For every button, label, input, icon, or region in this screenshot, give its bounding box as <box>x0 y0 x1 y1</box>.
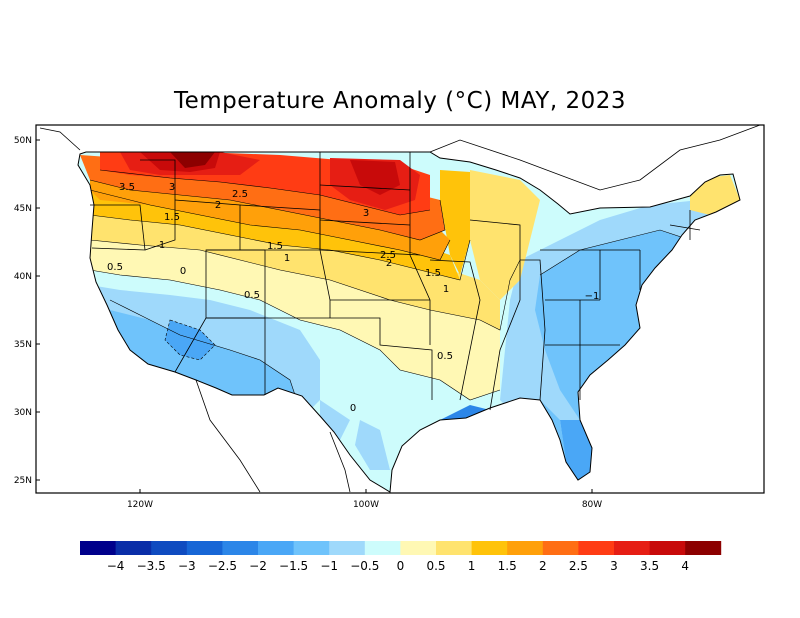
legend-tick-label: −1 <box>320 559 338 573</box>
legend-swatch <box>258 541 294 555</box>
legend-swatch <box>115 541 152 555</box>
legend-swatch <box>364 541 401 555</box>
contour-label: 1.5 <box>164 212 180 223</box>
contour-label: 0 <box>350 403 356 414</box>
legend-swatch <box>507 541 544 555</box>
lat-label-45n: 45N <box>14 204 32 214</box>
legend-tick-label: 3.5 <box>640 559 659 573</box>
contour-label: 1.5 <box>425 268 441 279</box>
legend-tick-label: −2.5 <box>208 559 237 573</box>
contour-label: 1 <box>284 253 290 264</box>
legend-swatch <box>329 541 366 555</box>
contour-label: −1 <box>585 291 600 302</box>
contour-label: 3 <box>363 208 369 219</box>
contour-label: 2 <box>386 258 392 269</box>
latitude-ticks <box>36 139 593 493</box>
legend-swatch <box>471 541 508 555</box>
lon-label-80w: 80W <box>582 500 602 510</box>
lon-label-120w: 120W <box>127 500 153 510</box>
lat-label-50n: 50N <box>14 136 32 146</box>
lat-label-25n: 25N <box>14 476 32 486</box>
contour-label: 3.5 <box>119 182 135 193</box>
legend-swatch <box>151 541 188 555</box>
legend-tick-label: 3 <box>610 559 618 573</box>
legend-swatch <box>614 541 650 555</box>
legend-tick-label: 0 <box>397 559 405 573</box>
legend-tick-label: 4 <box>681 559 689 573</box>
legend-swatch <box>578 541 615 555</box>
legend-swatch <box>222 541 259 555</box>
legend-tick-label: −2 <box>249 559 267 573</box>
legend-tick-label: −0.5 <box>350 559 379 573</box>
latitude-axis: 50N 45N 40N 35N 30N 25N <box>14 136 32 486</box>
legend-tick-label: 1 <box>468 559 476 573</box>
boundaries <box>39 125 761 493</box>
legend-colorbar <box>80 541 722 555</box>
map-title: Temperature Anomaly (°C) MAY, 2023 <box>173 88 626 114</box>
legend-tick-label: −3 <box>178 559 196 573</box>
legend-swatch <box>649 541 686 555</box>
contour-value-labels: 3.5 3 2.5 2 1.5 1 0.5 0 1.5 1 0.5 3 2.5 … <box>107 182 599 414</box>
legend-swatch <box>80 541 116 555</box>
legend-swatch <box>436 541 472 555</box>
lat-label-40n: 40N <box>14 272 32 282</box>
legend-swatch <box>542 541 579 555</box>
contour-label: 2.5 <box>232 189 248 200</box>
legend-swatch <box>293 541 330 555</box>
legend-tick-label: −1.5 <box>279 559 308 573</box>
contour-label: 1 <box>159 240 165 251</box>
legend-tick-label: 1.5 <box>498 559 517 573</box>
contour-label: 0.5 <box>107 262 123 273</box>
legend-tick-label: −4 <box>107 559 125 573</box>
contour-label: 1.5 <box>267 241 283 252</box>
legend-swatch <box>400 541 437 555</box>
legend-tick-label: 2.5 <box>569 559 588 573</box>
legend-swatch <box>186 541 223 555</box>
legend-tick-label: −3.5 <box>137 559 166 573</box>
legend-labels: −4 −3.5 −3 −2.5 −2 −1.5 −1 −0.5 0 0.5 1 1.5 2 2.5 3 3.5… <box>107 559 689 573</box>
lat-label-35n: 35N <box>14 340 32 350</box>
contour-label: 2.5 <box>380 250 396 261</box>
contour-lines <box>89 169 691 421</box>
contour-label: 2 <box>215 200 221 211</box>
map-frame <box>35 124 765 494</box>
contour-label: 1 <box>443 284 449 295</box>
contour-label: 0.5 <box>244 290 260 301</box>
contour-label: 3 <box>169 182 175 193</box>
legend-tick-label: 2 <box>539 559 547 573</box>
longitude-axis: 120W 100W 80W <box>127 500 602 510</box>
contour-label: 0.5 <box>437 351 453 362</box>
lat-label-30n: 30N <box>14 408 32 418</box>
lon-label-100w: 100W <box>353 500 379 510</box>
legend-swatch <box>685 541 722 555</box>
legend-tick-label: 0.5 <box>426 559 445 573</box>
contour-label: 0 <box>180 266 186 277</box>
